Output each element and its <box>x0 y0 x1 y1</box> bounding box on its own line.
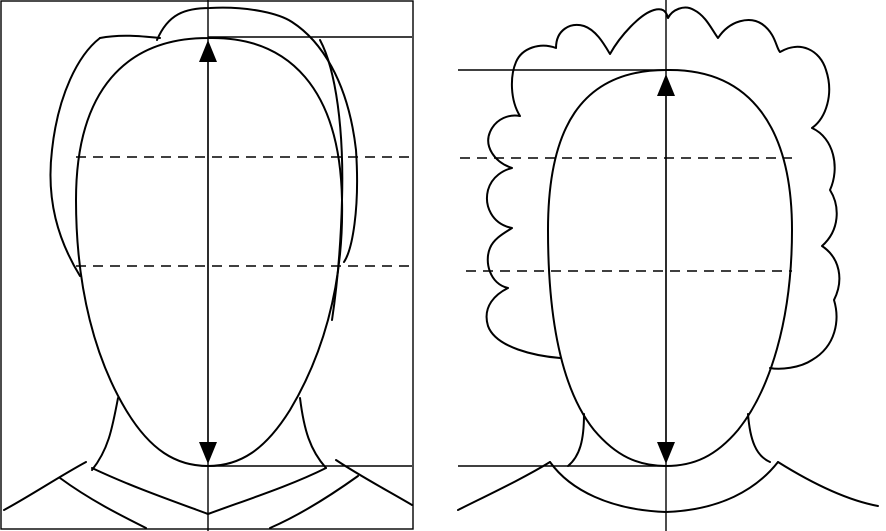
left-neck-right <box>299 397 327 469</box>
left-panel <box>0 0 414 531</box>
right-neckline <box>549 461 779 513</box>
left-shoulder-right <box>335 459 413 506</box>
left-neck-left <box>91 397 119 471</box>
right-arrowhead-top <box>657 74 675 96</box>
left-arrowhead-bottom <box>199 442 217 464</box>
left-face-outline <box>75 36 344 467</box>
right-neck-left <box>567 413 585 467</box>
left-collar-v <box>91 467 327 515</box>
left-hair <box>156 6 359 263</box>
left-collar-right <box>269 475 359 529</box>
right-shoulder-left <box>457 461 551 511</box>
right-shoulder-right <box>777 461 879 507</box>
right-neck-right <box>747 413 771 463</box>
right-curly-hair <box>485 6 841 370</box>
right-arrowhead-bottom <box>657 442 675 464</box>
left-hair-outer <box>49 37 101 277</box>
left-collar-left <box>59 477 147 529</box>
left-panel-frame <box>0 0 414 530</box>
left-shoulder-left <box>3 461 87 511</box>
left-arrowhead-top <box>199 40 217 62</box>
left-hair-inner-left <box>99 34 161 39</box>
right-face-outline <box>547 68 793 467</box>
right-panel <box>457 0 879 531</box>
